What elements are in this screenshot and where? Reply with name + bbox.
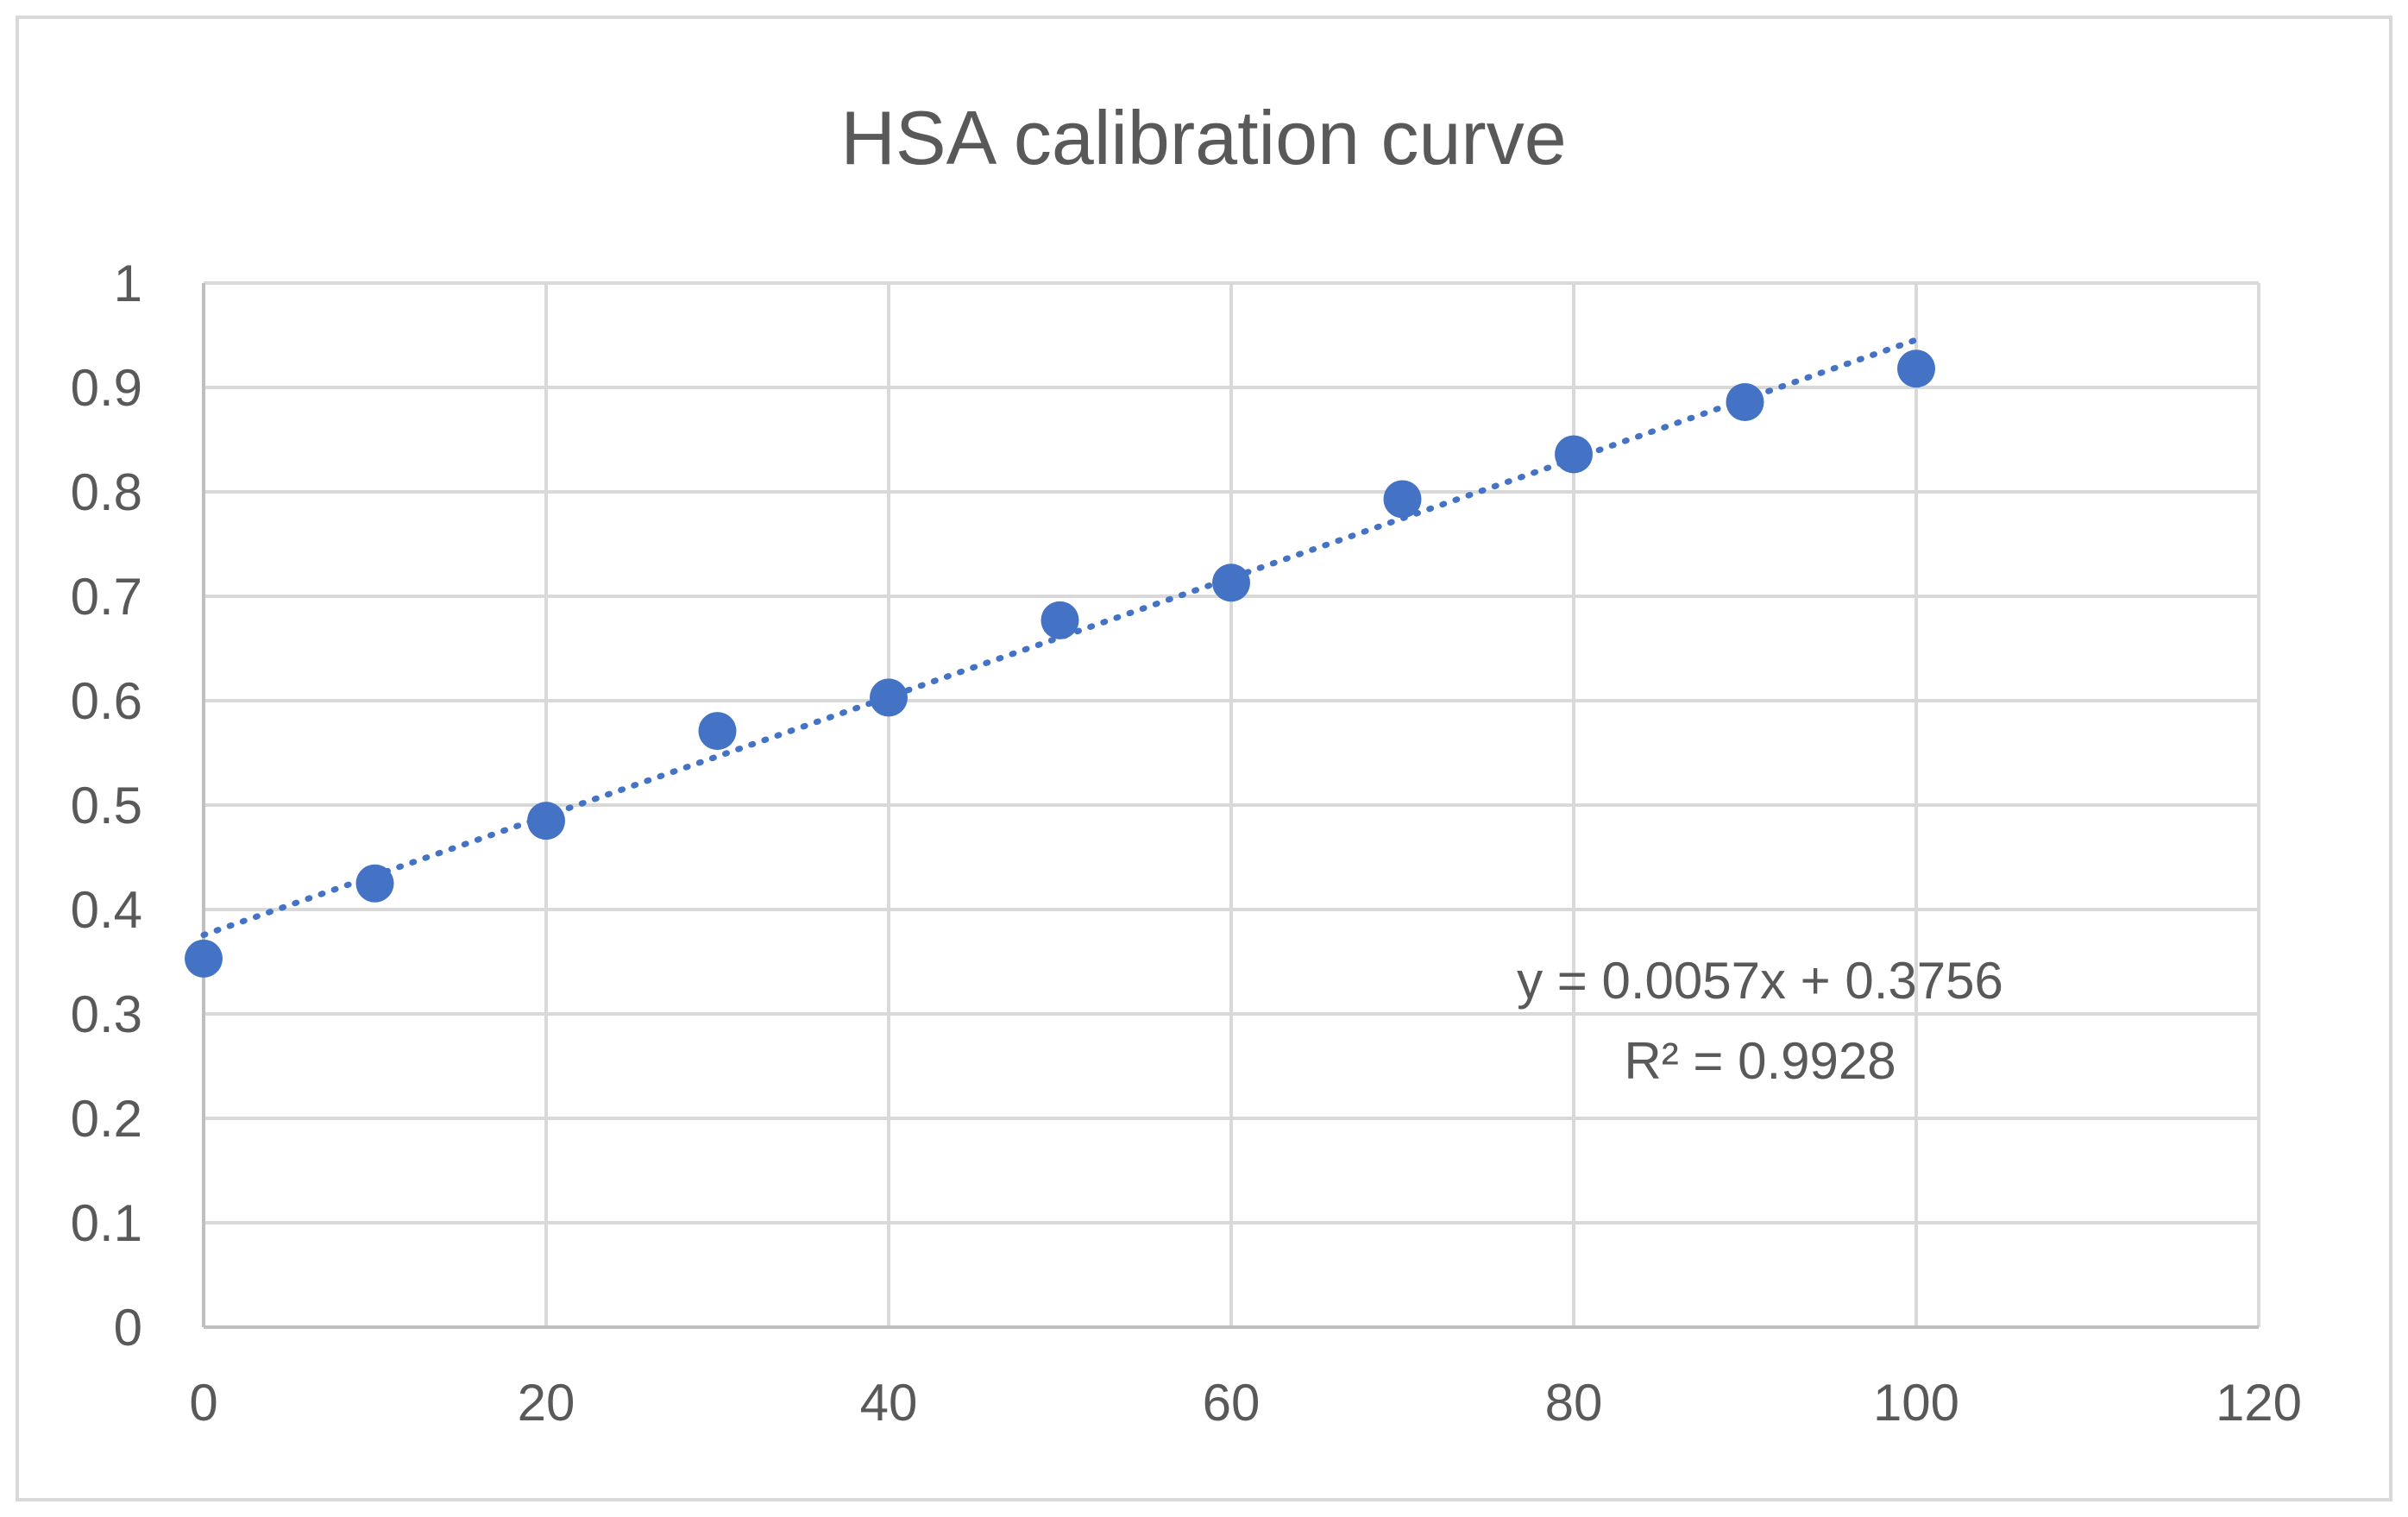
data-point	[1897, 349, 1935, 388]
y-tick-label: 0.7	[71, 568, 142, 626]
data-point	[870, 678, 908, 717]
y-tick-label: 0.3	[71, 985, 142, 1043]
data-point	[1383, 480, 1422, 519]
chart-title: HSA calibration curve	[840, 95, 1566, 180]
y-tick-label: 1	[114, 255, 142, 312]
x-tick-label: 80	[1545, 1374, 1603, 1432]
x-tick-label: 60	[1203, 1374, 1261, 1432]
chart-area	[16, 16, 2392, 1501]
gridlines	[204, 281, 2260, 1327]
data-point	[1212, 563, 1250, 602]
y-tick-label: 0.5	[71, 777, 142, 834]
x-tick-label: 40	[860, 1374, 918, 1432]
y-tick-label: 0.1	[71, 1194, 142, 1252]
y-tick-label: 0.4	[71, 881, 142, 939]
y-tick-label: 0.8	[71, 463, 142, 521]
y-tick-label: 0.9	[71, 359, 142, 417]
data-point	[185, 939, 223, 978]
data-points	[185, 349, 1935, 978]
trendline-group	[200, 337, 1920, 939]
trendline-r-squared: R² = 0.9928	[1624, 1032, 1896, 1090]
y-tick-label: 0.2	[71, 1090, 142, 1148]
data-point	[1726, 382, 1764, 421]
data-point	[355, 864, 394, 903]
x-tick-label: 0	[189, 1374, 217, 1432]
trendline	[200, 337, 1920, 939]
trendline-equation: y = 0.0057x + 0.3756	[1517, 952, 2003, 1010]
data-point	[527, 802, 565, 840]
tick-labels: 0 0.1 0.2 0.3 0.4 0.5 0.6 0.7 0.8 0.9 1 0 20 40 60 80 10…	[71, 255, 2302, 1432]
y-tick-label: 0	[114, 1299, 142, 1356]
x-tick-label: 120	[2216, 1374, 2302, 1432]
data-point	[1041, 601, 1079, 639]
axes	[202, 283, 2259, 1329]
data-point	[698, 712, 737, 751]
x-tick-label: 100	[1873, 1374, 1959, 1432]
y-tick-label: 0.6	[71, 672, 142, 730]
data-point	[1555, 435, 1593, 474]
x-tick-label: 20	[518, 1374, 575, 1432]
